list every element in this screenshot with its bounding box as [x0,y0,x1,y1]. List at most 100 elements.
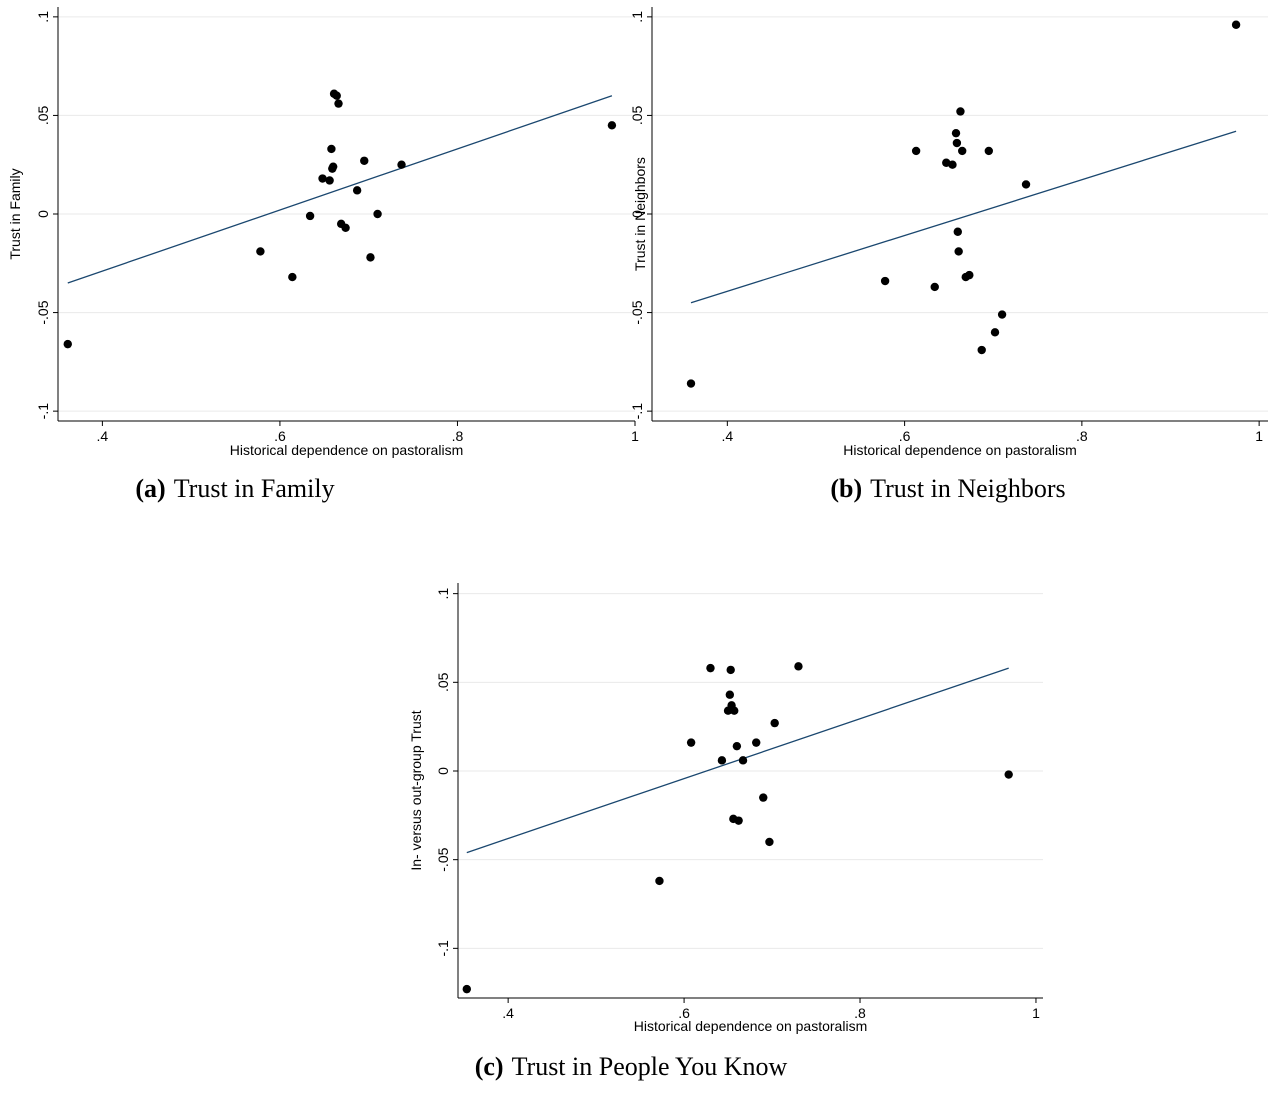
panel: -.1 -.05 0 .05 .1 .4 .6 .8 1 Historical dependenc… [408,583,1043,1081]
y-tick-label: -.1 [35,403,51,420]
x-axis-label: Historical dependence on pastoralism [634,1018,867,1034]
y-tick-label: -.05 [35,300,51,324]
point [397,160,406,169]
point [318,174,327,183]
point [332,91,341,100]
point [997,310,1007,319]
y-axis-label: In- versus out-group Trust [408,710,424,870]
point [686,379,696,388]
x-tick-label: .4 [97,428,109,444]
point [327,144,336,154]
y-tick-label: -.1 [435,940,451,957]
point [288,272,297,282]
x-tick-label: .8 [854,1005,866,1021]
y-tick-label: .1 [629,11,645,23]
x-tick-label: .4 [721,428,733,444]
point [655,876,664,886]
y-tick-label: .05 [35,105,51,125]
point [954,247,963,256]
point [373,209,382,219]
point [956,107,965,116]
point [1021,180,1031,189]
y-tick-label: -.05 [435,847,451,871]
point [352,186,362,195]
point [752,738,761,747]
panel: -.1 -.05 0 .05 .1 .4 .6 .8 1 Historical dependenc… [629,7,1268,503]
point [730,706,739,715]
point [794,662,803,671]
point [706,663,715,673]
x-tick-label: 1 [631,428,639,444]
point [686,738,696,747]
point [880,276,890,286]
caption-text: Trust in Neighbors [870,474,1066,503]
x-tick-label: .8 [1076,428,1088,444]
x-tick-label: .6 [678,1005,690,1021]
point [462,984,471,994]
point [366,253,375,262]
y-tick-label: .05 [629,105,645,125]
point [984,146,994,156]
x-tick-label: .6 [899,428,911,444]
x-tick-label: .4 [502,1005,514,1021]
y-axis-label: Trust in Neighbors [632,157,648,271]
point [965,270,974,280]
caption-label: (c) [475,1052,504,1081]
point [958,146,967,156]
point [952,138,962,148]
y-tick-label: .1 [35,11,51,23]
point [256,247,265,256]
point [1004,770,1013,779]
point [759,793,768,802]
fit-line [690,130,1237,304]
caption: (b) Trust in Neighbors [830,474,1065,503]
point [990,328,1000,337]
point [951,128,961,138]
caption-text: Trust in People You Know [512,1052,788,1081]
caption: (a) Trust in Family [135,474,334,503]
point [930,282,939,292]
caption: (c) Trust in People You Know [475,1052,788,1081]
point [63,339,72,349]
y-tick-label: 0 [35,210,51,218]
point [953,227,962,236]
point [732,741,742,751]
point [911,146,921,156]
point [725,690,735,699]
caption-text: Trust in Family [174,474,335,503]
point [734,816,743,825]
point [977,345,986,355]
point [341,223,350,232]
y-axis-label: Trust in Family [7,168,23,259]
caption-label: (b) [830,474,862,503]
x-tick-label: .6 [274,428,286,444]
fit-line [466,667,1009,854]
fit-line [67,95,613,284]
y-tick-label: .1 [435,588,451,600]
x-axis-label: Historical dependence on pastoralism [843,442,1076,458]
point [334,99,343,108]
point [738,756,748,765]
x-axis-label: Historical dependence on pastoralism [230,442,463,458]
point [726,665,735,675]
point [360,156,369,165]
point [328,164,337,173]
x-tick-label: 1 [1255,428,1263,444]
point [948,160,957,169]
y-tick-label: -.1 [629,403,645,420]
y-tick-label: 0 [629,210,645,218]
point [770,718,779,728]
x-tick-label: .8 [452,428,464,444]
caption-label: (a) [135,474,165,503]
point [607,121,617,130]
point [1231,20,1241,29]
point [305,211,315,221]
point [325,176,334,185]
y-tick-label: -.05 [629,300,645,324]
y-tick-label: 0 [435,767,451,775]
x-tick-label: 1 [1032,1005,1040,1021]
y-tick-label: .05 [435,672,451,692]
point [765,837,774,847]
panel: -.1 -.05 0 .05 .1 .4 .6 .8 1 Historical dependenc… [7,7,639,503]
